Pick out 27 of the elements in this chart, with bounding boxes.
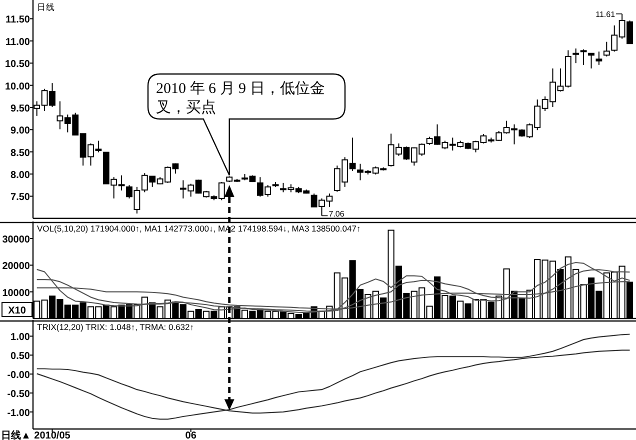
text: 日线▲ <box>1 430 31 440</box>
y-tick-label: 8.50 <box>10 148 30 159</box>
x-tick-label: 2010/05 <box>34 430 71 440</box>
y-tick-label: 11.50 <box>6 14 30 26</box>
y-tick-label: 10.00 <box>4 81 30 92</box>
y-tick-label: 8.00 <box>10 170 30 182</box>
annotation: 7.06 <box>328 210 345 219</box>
y-tick-label: 20000 <box>2 261 30 272</box>
y-tick-label: 10000 <box>2 288 30 299</box>
y-tick-label: 0.50 <box>10 351 30 362</box>
annotation: 2010 年 6 月 9 日，低位金叉，买点 <box>156 80 325 116</box>
y-tick-label: 10.50 <box>4 59 30 70</box>
chart-title: TRIX(12,20) TRIX: 1.048↑, TRMA: 0.632↑ <box>37 322 194 332</box>
annotation: 11.61 <box>596 10 616 19</box>
y-tick-label: 9.00 <box>10 126 30 137</box>
chart-title: 日线 <box>37 2 55 12</box>
x-tick-label: 06 <box>185 430 197 440</box>
y-axis-title: X10 <box>8 306 26 316</box>
y-tick-label: 30000 <box>2 234 30 246</box>
y-tick-label: 1.00 <box>10 332 30 344</box>
y-tick-label: 9.50 <box>10 103 30 114</box>
y-tick-label: 7.50 <box>10 192 30 204</box>
y-tick-label: -0.00 <box>7 370 30 382</box>
y-tick-label: -0.50 <box>7 389 30 400</box>
y-tick-label: 11.00 <box>6 36 30 48</box>
y-tick-label: -1.00 <box>7 408 30 419</box>
callout: 2010 年 6 月 9 日，低位金叉，买点 <box>147 73 346 176</box>
